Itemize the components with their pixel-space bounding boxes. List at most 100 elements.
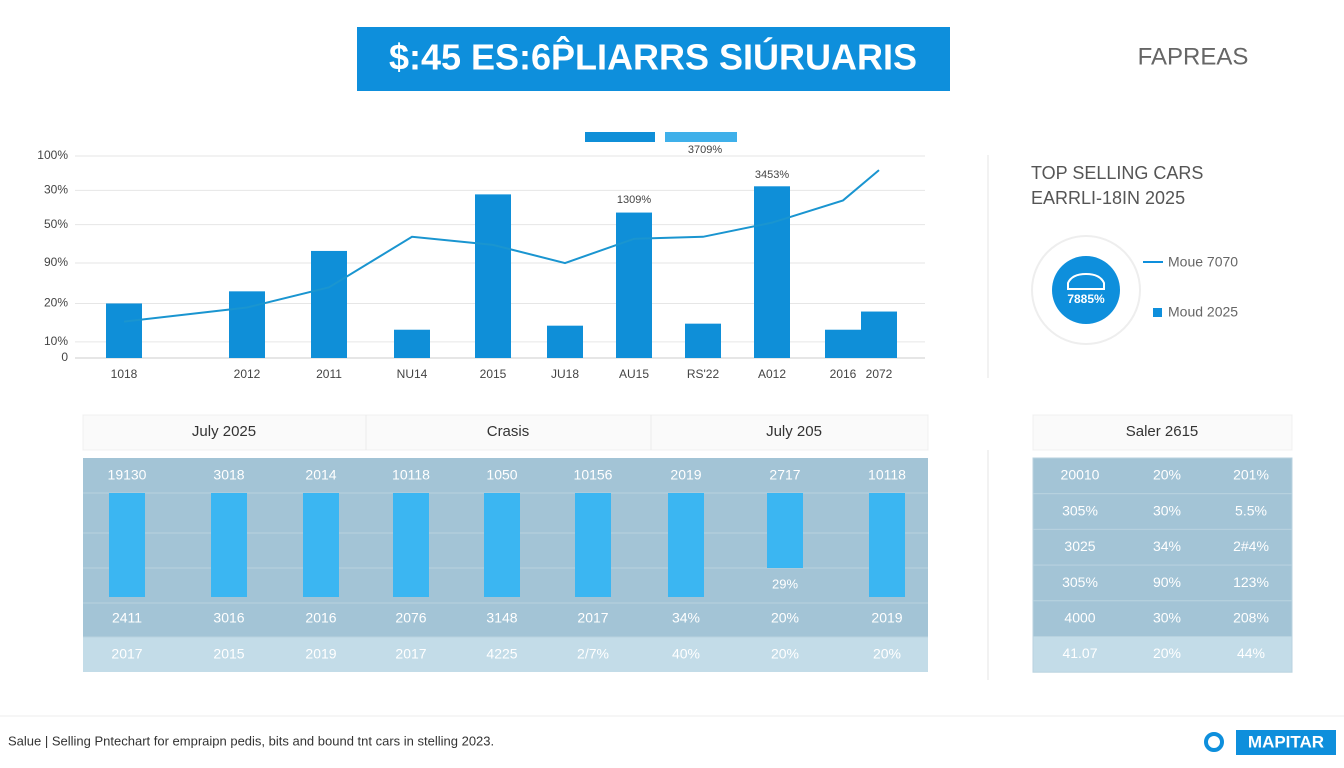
side-cell: 201% xyxy=(1233,467,1269,483)
x-tick-label: 2016 xyxy=(830,367,857,381)
side-cell: 5.5% xyxy=(1235,502,1267,518)
table-cell: 2014 xyxy=(305,467,336,483)
side-cell: 41.07 xyxy=(1062,645,1097,661)
side-row xyxy=(1032,600,1293,637)
line xyxy=(123,169,880,323)
bar xyxy=(311,250,347,358)
header-tag: FAPREAS xyxy=(1138,43,1249,70)
car-icon xyxy=(1067,272,1105,290)
bar xyxy=(475,194,511,358)
brand-icon xyxy=(1204,732,1224,752)
x-tick-label: NU14 xyxy=(397,367,428,381)
table-header: Crasis xyxy=(487,423,530,440)
bar xyxy=(106,303,142,358)
bar-note: 29% xyxy=(772,576,798,591)
table-cell: 34% xyxy=(672,610,700,626)
x-tick-label: AU15 xyxy=(619,367,649,381)
side-cell: 90% xyxy=(1153,574,1181,590)
y-tick-label: 0 xyxy=(61,350,68,364)
table-cell: 19130 xyxy=(108,467,147,483)
side-cell: 4000 xyxy=(1064,610,1095,626)
table-cell: 2717 xyxy=(769,467,800,483)
y-tick-label: 20% xyxy=(44,296,68,310)
annotation: 1309% xyxy=(617,194,651,206)
table-cell: 10118 xyxy=(392,467,430,483)
badge-value: 7885% xyxy=(1067,292,1105,306)
bar xyxy=(825,329,861,358)
table-cell: 2017 xyxy=(395,646,426,662)
legend-swatch xyxy=(665,132,737,142)
table-cell: 40% xyxy=(672,646,700,662)
side-subtitle: EARRLI-18IN 2025 xyxy=(1031,188,1185,208)
table-cell: 2015 xyxy=(213,646,244,662)
x-tick-label: 2015 xyxy=(480,367,507,381)
table-cell: 3148 xyxy=(486,610,517,626)
table-cell: 10156 xyxy=(574,467,613,483)
side-title: TOP SELLING CARS xyxy=(1031,163,1203,183)
y-tick-label: 30% xyxy=(44,183,68,197)
bar xyxy=(394,329,430,358)
cell-bar xyxy=(575,493,611,597)
table-cell: 20% xyxy=(873,646,901,662)
table-cell: 2019 xyxy=(305,646,336,662)
table-cell: 3016 xyxy=(213,610,244,626)
side-row xyxy=(1032,636,1293,673)
cell-bar xyxy=(767,493,803,568)
table-header-bg xyxy=(82,414,929,451)
table-cell: 3018 xyxy=(213,467,244,483)
table-cell: 1050 xyxy=(486,467,517,483)
table-header: July 2025 xyxy=(192,423,256,440)
table-cell: 2016 xyxy=(305,610,336,626)
table-cell: 2/7% xyxy=(577,646,609,662)
table-cell: 2017 xyxy=(577,610,608,626)
bar xyxy=(754,186,790,358)
side-header-bg xyxy=(1032,414,1293,451)
side-cell: 34% xyxy=(1153,538,1181,554)
y-tick-label: 90% xyxy=(44,255,68,269)
bar xyxy=(861,311,897,358)
legend-swatch xyxy=(585,132,655,142)
bar xyxy=(229,291,265,358)
cell-bar xyxy=(109,493,145,597)
annotation: 3709% xyxy=(688,144,722,156)
side-cell: 305% xyxy=(1062,502,1098,518)
table-cell: 10118 xyxy=(868,467,906,483)
table-last-row xyxy=(83,637,928,672)
side-cell: 20010 xyxy=(1061,467,1100,483)
bar xyxy=(547,325,583,358)
table-cell: 2017 xyxy=(111,646,142,662)
side-cell: 3025 xyxy=(1064,538,1095,554)
table-cell: 4225 xyxy=(486,646,517,662)
legend-label: Moue 7070 xyxy=(1168,254,1238,270)
annotation: 3453% xyxy=(755,169,789,181)
side-cell: 44% xyxy=(1237,645,1265,661)
table-cell: 2019 xyxy=(670,467,701,483)
title: $:45 ES:6P̂LIARRS SIÚRUARIS xyxy=(389,35,917,77)
cell-bar xyxy=(393,493,429,597)
y-tick-label: 100% xyxy=(37,148,68,162)
x-tick-label: 2011 xyxy=(316,367,342,381)
table-cell: 2019 xyxy=(871,610,902,626)
side-cell: 30% xyxy=(1153,502,1181,518)
side-row xyxy=(1032,564,1293,602)
table-header: July 205 xyxy=(766,423,822,440)
cell-bar xyxy=(211,493,247,597)
x-tick-label: 2072 xyxy=(866,367,893,381)
side-cell: 30% xyxy=(1153,610,1181,626)
x-tick-label: RS'22 xyxy=(687,367,720,381)
side-cell: 123% xyxy=(1233,574,1269,590)
side-row xyxy=(1032,493,1293,530)
title-box xyxy=(357,27,950,91)
cell-bar xyxy=(303,493,339,597)
bar xyxy=(685,323,721,358)
cell-bar xyxy=(869,493,905,597)
cell-bar xyxy=(484,493,520,597)
legend-square xyxy=(1153,308,1162,317)
x-tick-label: JU18 xyxy=(551,367,579,381)
table-cell: 20% xyxy=(771,610,799,626)
table-cell: 2076 xyxy=(395,610,426,626)
side-cell: 20% xyxy=(1153,467,1181,483)
legend-label: Moud 2025 xyxy=(1168,304,1238,320)
brand-box xyxy=(1236,730,1336,755)
